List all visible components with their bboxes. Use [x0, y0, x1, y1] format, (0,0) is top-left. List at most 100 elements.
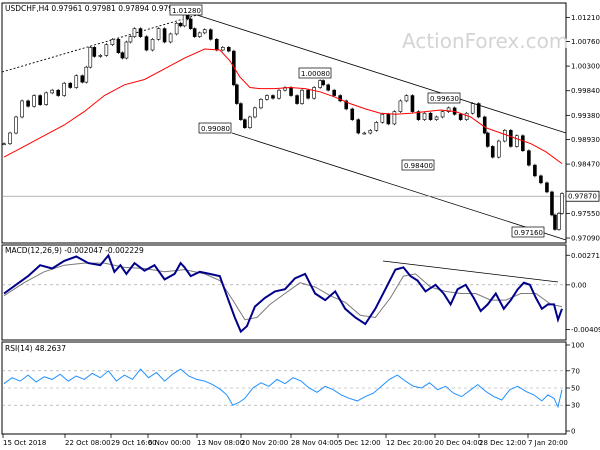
price-candle-body	[374, 122, 379, 131]
price-candle-body	[265, 95, 269, 100]
price-candle-body	[56, 89, 60, 96]
price-y-tick-label: 1.01210	[571, 14, 600, 22]
price-candle-body	[527, 150, 531, 166]
x-tick-label: 6 Nov 00:00	[148, 439, 191, 447]
current-price-box	[565, 190, 600, 202]
price-candle-body	[386, 113, 391, 125]
rsi-y-tick-label: 0	[571, 428, 575, 436]
x-tick-label: 28 Nov 04:00	[291, 439, 338, 447]
rsi-y-tick-label: 30	[571, 402, 580, 410]
price-candle-body	[300, 89, 304, 104]
price-candle-body	[428, 112, 433, 120]
price-candle-body	[476, 103, 481, 118]
price-candle-body	[220, 47, 225, 51]
annotation-label: 0.98400	[404, 162, 433, 170]
price-candle-body	[202, 29, 207, 34]
price-candle-body	[156, 28, 161, 40]
current-price-label: 0.97870	[568, 193, 597, 201]
price-candle-body	[422, 112, 427, 120]
rsi-y-tick-label: 100	[571, 342, 584, 350]
price-candle-body	[50, 89, 54, 94]
price-candle-body	[392, 111, 397, 125]
price-candle-body	[132, 28, 137, 37]
price-candle-body	[560, 193, 564, 214]
price-candle-body	[214, 39, 219, 51]
price-candle-body	[271, 95, 275, 99]
price-candle-body	[197, 32, 202, 37]
price-candle-body	[502, 130, 507, 142]
annotation-box	[169, 4, 203, 16]
price-candle-body	[539, 175, 543, 184]
current-price-marker: 0.97870	[565, 190, 600, 202]
price-candle-body	[38, 95, 42, 105]
price-candle-body	[404, 95, 409, 102]
price-candle-body	[84, 66, 89, 83]
annotation-box	[427, 92, 461, 104]
price-candle-body	[124, 41, 129, 59]
price-candle-body	[235, 84, 239, 104]
price-y-tick-label: 0.98470	[571, 161, 600, 169]
ema-line	[3, 48, 563, 165]
price-candle-body	[92, 47, 97, 57]
rsi-panel: RSI(14) 48.2637 100 70 50 30 0	[1, 341, 584, 436]
macd-y-tick-label: 0.002717	[571, 252, 600, 260]
price-candle-body	[557, 213, 561, 230]
price-candle-body	[356, 119, 361, 134]
price-candle-body	[410, 95, 415, 112]
annotation-box	[511, 226, 545, 238]
x-tick-label: 7 Jan 20:00	[528, 439, 568, 447]
x-tick-label: 20 Nov 20:00	[241, 439, 288, 447]
macd-y-tick-label: 0.00	[571, 281, 587, 289]
annotation-label: 1.01280	[172, 7, 201, 15]
macd-panel-title: MACD(12,26,9) -0.002047 -0.002229	[5, 246, 144, 255]
price-candle-body	[74, 75, 79, 88]
price-candle-body	[144, 36, 149, 51]
price-candle-body	[332, 89, 336, 96]
channel-upper-line	[196, 14, 567, 134]
price-candle-body	[120, 52, 125, 59]
price-y-tick-label: 0.99840	[571, 87, 600, 95]
price-candle-body	[509, 130, 513, 147]
price-candle-body	[545, 182, 549, 193]
rsi-line	[3, 368, 563, 409]
price-candle-body	[150, 39, 155, 51]
annotation-box	[298, 67, 332, 79]
price-candle-body	[515, 135, 519, 147]
price-y-tick-label: 0.99380	[571, 112, 600, 120]
price-candle-body	[485, 132, 490, 147]
price-y-tick-label: 0.97090	[571, 235, 600, 243]
price-candle-body	[188, 18, 193, 29]
macd-trendline	[382, 260, 559, 283]
price-candle-body	[44, 92, 48, 105]
price-candle-body	[550, 191, 554, 216]
macd-panel: MACD(12,26,9) -0.002047 -0.002229 0.0027…	[1, 244, 600, 341]
channel-lower-line	[231, 132, 567, 241]
price-panel-title: USDCHF,H4 0.97961 0.97981 0.97894 0.9793…	[5, 4, 183, 13]
price-candle-body	[321, 80, 325, 86]
price-candle-body	[344, 100, 349, 110]
price-candle-body	[227, 47, 231, 52]
price-candle-body	[482, 116, 487, 134]
price-candle-body	[182, 13, 187, 27]
price-candle-body	[312, 87, 316, 99]
price-candle-body	[80, 75, 85, 83]
annotation-label: 1.00080	[301, 70, 330, 78]
price-candle-body	[521, 135, 525, 152]
price-candle-body	[496, 140, 501, 158]
price-candle-body	[295, 95, 299, 104]
price-candle-body	[253, 107, 257, 118]
x-tick-label: 12 Dec 20:00	[386, 439, 433, 447]
price-candle-body	[32, 95, 36, 107]
price-candle-body	[306, 89, 310, 99]
macd-y-axis: 0.002717 0.00 -0.004093	[2, 252, 600, 334]
x-tick-label: 15 Oct 2018	[3, 439, 46, 447]
price-y-tick-label: 0.97550	[571, 210, 600, 218]
annotation-box	[401, 159, 435, 171]
price-candle-body	[98, 55, 103, 57]
price-candle-body	[88, 47, 93, 68]
price-candle-body	[104, 44, 109, 56]
macd-line	[3, 253, 563, 334]
price-candle-body	[350, 108, 355, 120]
price-candle-body	[533, 164, 537, 177]
rsi-y-tick-label: 50	[571, 385, 580, 393]
